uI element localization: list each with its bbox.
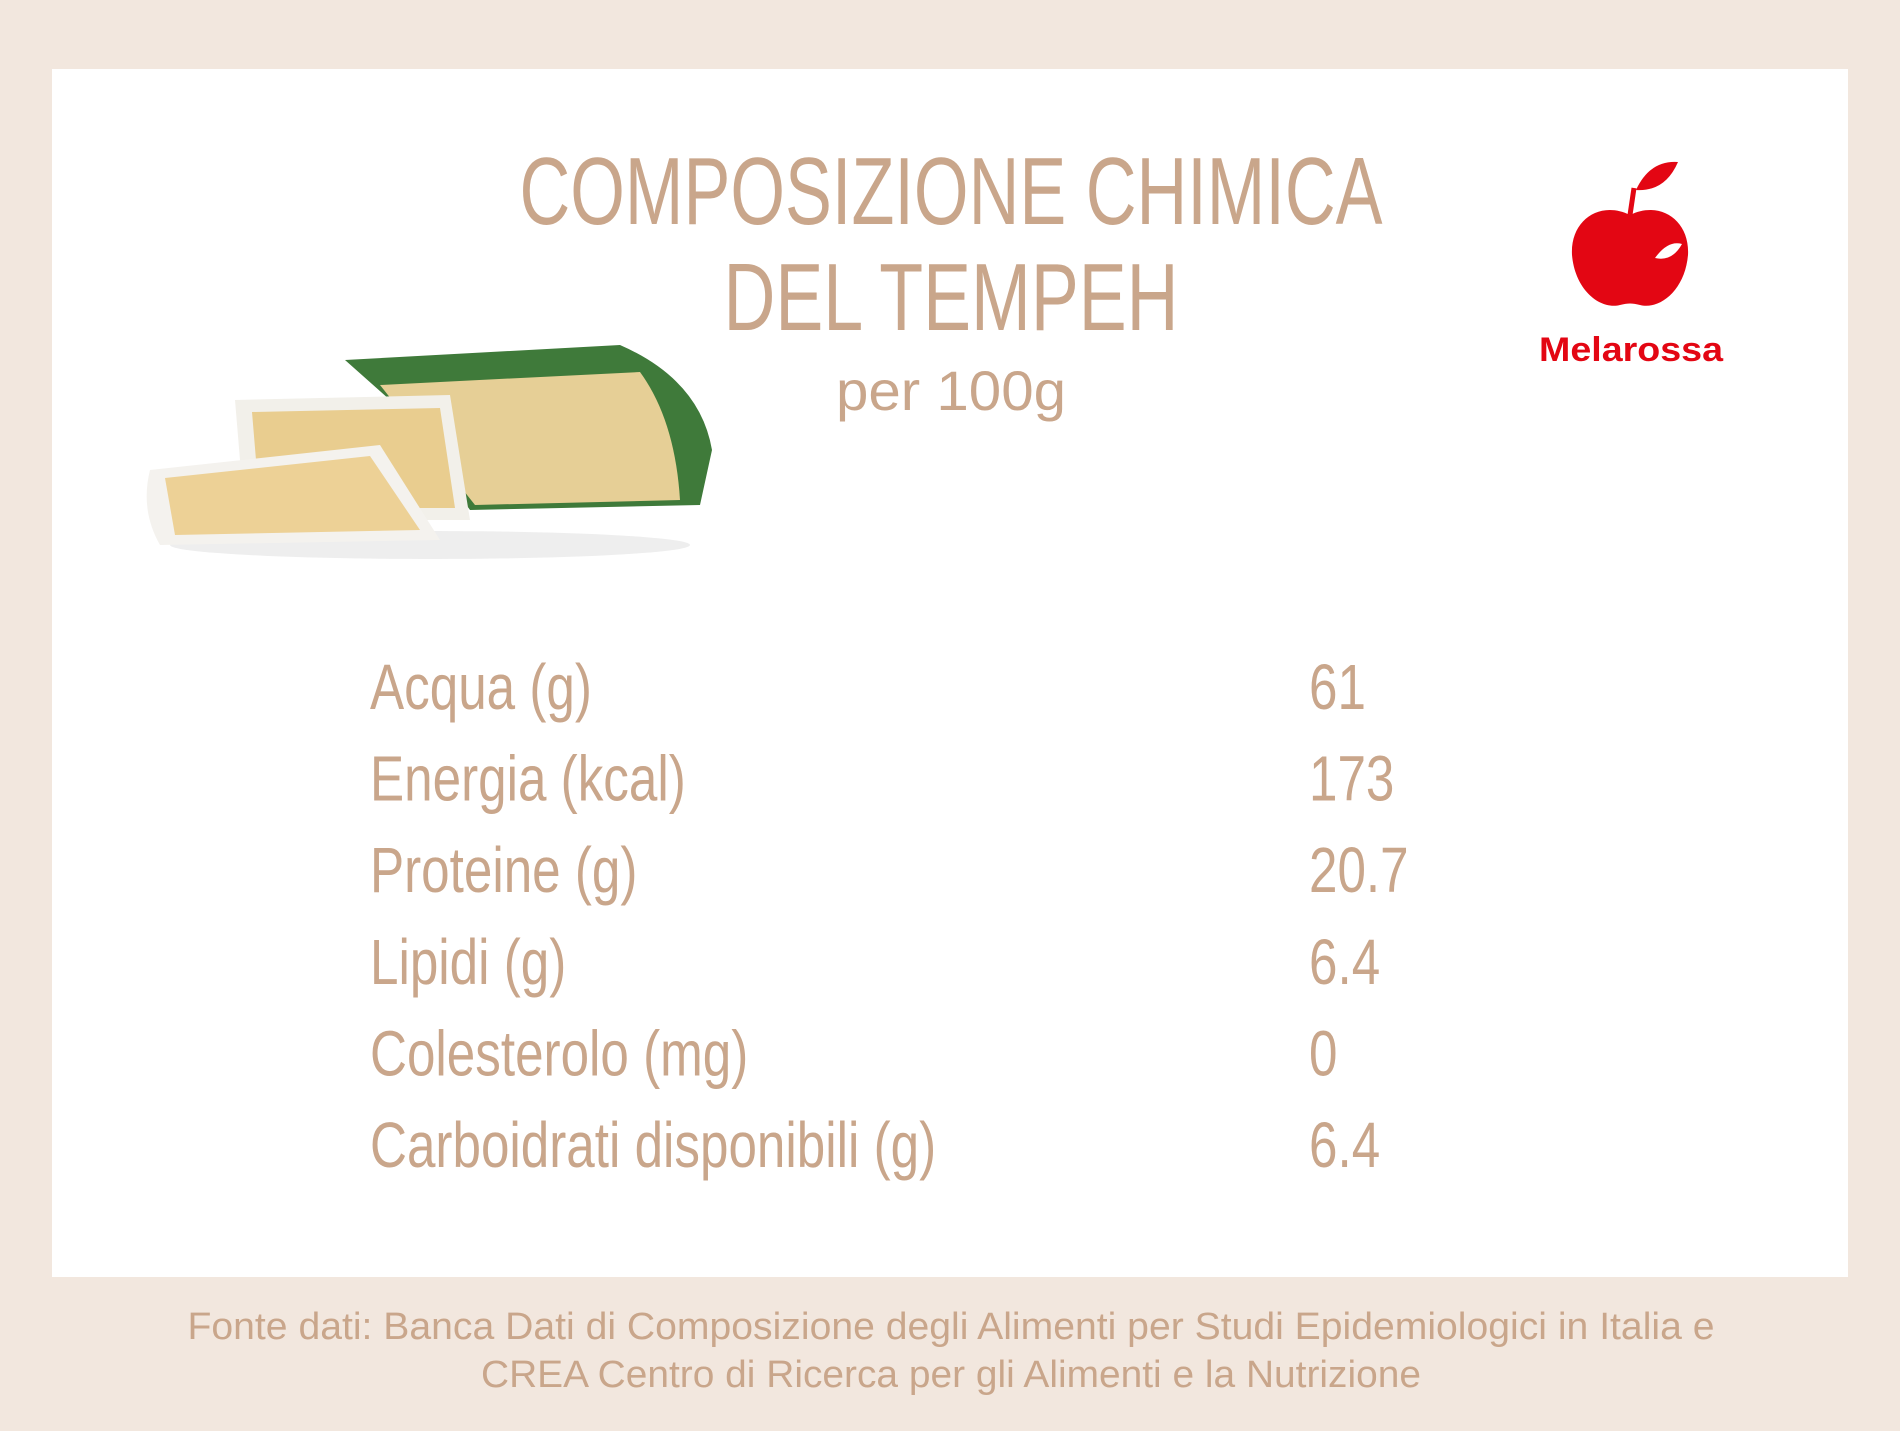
nutrient-label: Proteine (g) — [370, 836, 637, 907]
table-row: Lipidi (g) 6.4 — [370, 927, 1380, 998]
nutrient-label: Lipidi (g) — [370, 927, 566, 998]
nutrient-label: Carboidrati disponibili (g) — [370, 1111, 936, 1182]
table-row: Energia (kcal) 173 — [370, 744, 1394, 815]
nutrient-value: 0 — [1309, 1019, 1337, 1090]
source-line: CREA Centro di Ricerca per gli Alimenti … — [481, 1354, 1421, 1396]
tempeh-image — [146, 345, 712, 559]
table-row: Acqua (g) 61 — [370, 653, 1366, 724]
title-line: COMPOSIZIONE CHIMICA — [520, 138, 1383, 245]
nutrient-label: Acqua (g) — [370, 653, 592, 724]
nutrient-value: 173 — [1309, 744, 1394, 815]
subtitle: per 100g — [836, 359, 1066, 422]
nutrition-table: Acqua (g) 61 Energia (kcal) 173 Proteine (g)… — [370, 653, 1409, 1182]
nutrient-value: 6.4 — [1309, 927, 1380, 998]
table-row: Carboidrati disponibili (g) 6.4 — [370, 1111, 1380, 1182]
table-row: Proteine (g) 20.7 — [370, 836, 1409, 907]
nutrient-label: Energia (kcal) — [370, 744, 686, 815]
logo-text: Melarossa — [1539, 331, 1724, 369]
logo: Melarossa — [1539, 161, 1724, 369]
nutrient-value: 61 — [1309, 653, 1366, 724]
source-line: Fonte dati: Banca Dati di Composizione d… — [188, 1306, 1715, 1348]
nutrient-label: Colesterolo (mg) — [370, 1019, 748, 1090]
table-row: Colesterolo (mg) 0 — [370, 1019, 1337, 1090]
nutrient-value: 20.7 — [1309, 836, 1409, 907]
panel — [52, 69, 1848, 1277]
title-line: DEL TEMPEH — [724, 244, 1179, 351]
nutrient-value: 6.4 — [1309, 1111, 1380, 1182]
